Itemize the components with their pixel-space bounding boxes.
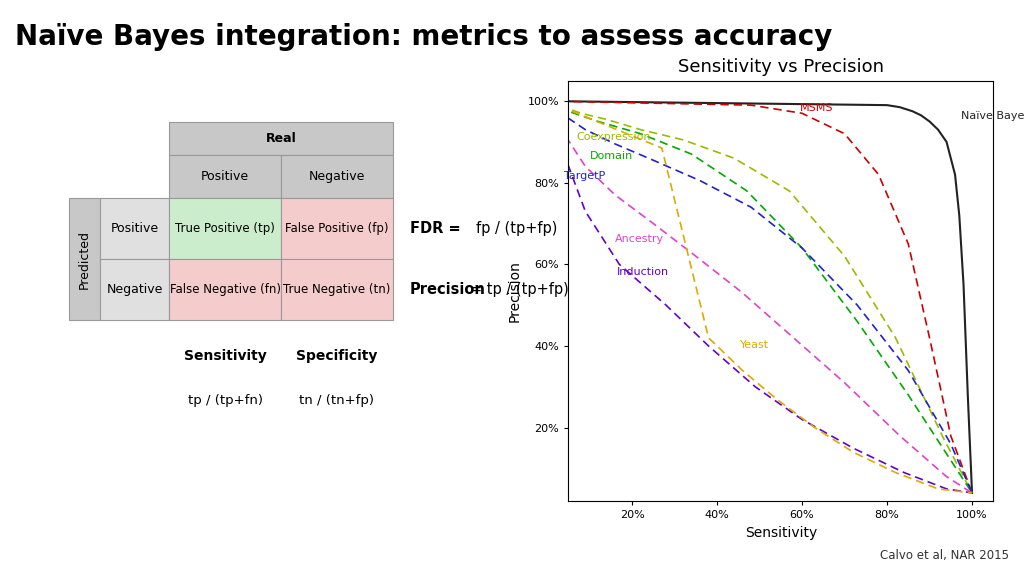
- Bar: [169, 155, 281, 198]
- Bar: [281, 155, 393, 198]
- Text: fp / (tp+fp): fp / (tp+fp): [476, 221, 557, 236]
- Text: Positive: Positive: [111, 222, 159, 235]
- Bar: [100, 198, 169, 259]
- Text: MSMS: MSMS: [800, 103, 834, 113]
- Text: Real: Real: [265, 132, 296, 145]
- Text: Precision: Precision: [410, 282, 485, 297]
- Text: Sensitivity: Sensitivity: [183, 349, 266, 363]
- Title: Sensitivity vs Precision: Sensitivity vs Precision: [678, 58, 884, 76]
- Text: Negative: Negative: [308, 170, 366, 183]
- Text: Positive: Positive: [201, 170, 249, 183]
- Text: tn / (tn+fp): tn / (tn+fp): [299, 394, 375, 407]
- Text: False Positive (fp): False Positive (fp): [285, 222, 389, 235]
- Text: Induction: Induction: [617, 267, 670, 276]
- Text: TargetP: TargetP: [564, 172, 605, 181]
- Bar: [281, 259, 393, 320]
- Text: Naïve Bayes integration: metrics to assess accuracy: Naïve Bayes integration: metrics to asse…: [15, 23, 833, 51]
- Text: FDR =: FDR =: [410, 221, 461, 236]
- Text: Naïve Bayes: Naïve Bayes: [962, 111, 1024, 122]
- Bar: [281, 198, 393, 259]
- X-axis label: Sensitivity: Sensitivity: [744, 526, 817, 540]
- Text: Domain: Domain: [590, 151, 633, 161]
- Bar: [69, 198, 100, 320]
- Text: Negative: Negative: [106, 283, 163, 296]
- Text: Yeast: Yeast: [740, 340, 770, 350]
- Bar: [100, 259, 169, 320]
- Y-axis label: Precision: Precision: [508, 260, 522, 322]
- Text: Calvo et al, NAR 2015: Calvo et al, NAR 2015: [880, 548, 1009, 562]
- Text: True Positive (tp): True Positive (tp): [175, 222, 275, 235]
- Bar: [169, 259, 281, 320]
- Bar: [169, 198, 281, 259]
- Text: True Negative (tn): True Negative (tn): [284, 283, 390, 296]
- Text: = tp / (tp+fp): = tp / (tp+fp): [470, 282, 569, 297]
- Text: False Negative (fn): False Negative (fn): [170, 283, 281, 296]
- Text: Coexpression: Coexpression: [577, 132, 651, 142]
- Text: Predicted: Predicted: [78, 230, 91, 289]
- Bar: [169, 122, 393, 155]
- Text: Specificity: Specificity: [296, 349, 378, 363]
- Text: tp / (tp+fn): tp / (tp+fn): [187, 394, 262, 407]
- Text: Ancestry: Ancestry: [615, 234, 665, 244]
